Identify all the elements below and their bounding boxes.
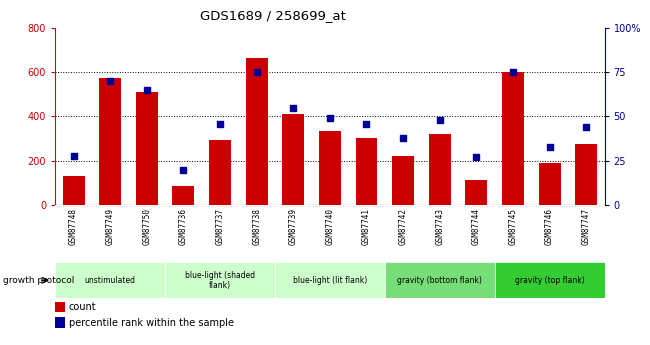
Bar: [495, 262, 604, 298]
Point: [324, 116, 335, 121]
Bar: [246, 58, 268, 205]
Text: GSM87742: GSM87742: [398, 208, 408, 245]
Text: blue-light (lit flank): blue-light (lit flank): [292, 276, 367, 285]
Bar: [55, 302, 65, 313]
Text: GSM87745: GSM87745: [508, 208, 517, 245]
Point: [214, 121, 226, 126]
Text: GSM87748: GSM87748: [69, 208, 78, 245]
Point: [545, 144, 555, 149]
Bar: [465, 180, 488, 205]
Text: GSM87739: GSM87739: [289, 208, 298, 245]
Text: GSM87749: GSM87749: [106, 208, 114, 245]
Text: growth protocol: growth protocol: [3, 276, 75, 285]
Text: GSM87741: GSM87741: [362, 208, 371, 245]
Bar: [275, 262, 385, 298]
Bar: [385, 262, 495, 298]
Text: GSM87740: GSM87740: [326, 208, 334, 245]
Bar: [502, 72, 524, 205]
Bar: [539, 163, 560, 205]
Bar: [575, 144, 597, 205]
Bar: [429, 134, 450, 205]
Bar: [282, 114, 304, 205]
Point: [142, 87, 152, 92]
Bar: [319, 131, 341, 205]
Point: [508, 69, 518, 75]
Point: [105, 78, 116, 83]
Text: GSM87736: GSM87736: [179, 208, 188, 245]
Bar: [209, 139, 231, 205]
Bar: [99, 78, 121, 205]
Text: gravity (top flank): gravity (top flank): [515, 276, 584, 285]
Point: [178, 167, 188, 172]
Text: GSM87743: GSM87743: [436, 208, 444, 245]
Text: gravity (bottom flank): gravity (bottom flank): [397, 276, 482, 285]
Text: GDS1689 / 258699_at: GDS1689 / 258699_at: [200, 9, 346, 22]
Text: blue-light (shaded
flank): blue-light (shaded flank): [185, 270, 255, 290]
Bar: [55, 262, 165, 298]
Point: [252, 69, 262, 75]
Text: GSM87737: GSM87737: [216, 208, 224, 245]
Text: GSM87750: GSM87750: [142, 208, 151, 245]
Bar: [392, 156, 414, 205]
Point: [471, 155, 482, 160]
Point: [434, 117, 445, 123]
Point: [581, 124, 592, 130]
Text: percentile rank within the sample: percentile rank within the sample: [69, 318, 234, 328]
Bar: [165, 262, 275, 298]
Point: [398, 135, 408, 140]
Text: GSM87738: GSM87738: [252, 208, 261, 245]
Text: GSM87744: GSM87744: [472, 208, 481, 245]
Bar: [136, 92, 158, 205]
Point: [68, 153, 79, 158]
Point: [288, 105, 298, 110]
Text: GSM87746: GSM87746: [545, 208, 554, 245]
Text: unstimulated: unstimulated: [84, 276, 136, 285]
Text: count: count: [69, 302, 97, 312]
Bar: [55, 317, 65, 328]
Text: GSM87747: GSM87747: [582, 208, 591, 245]
Point: [361, 121, 372, 126]
Bar: [62, 176, 84, 205]
Bar: [172, 186, 194, 205]
Bar: [356, 138, 378, 205]
